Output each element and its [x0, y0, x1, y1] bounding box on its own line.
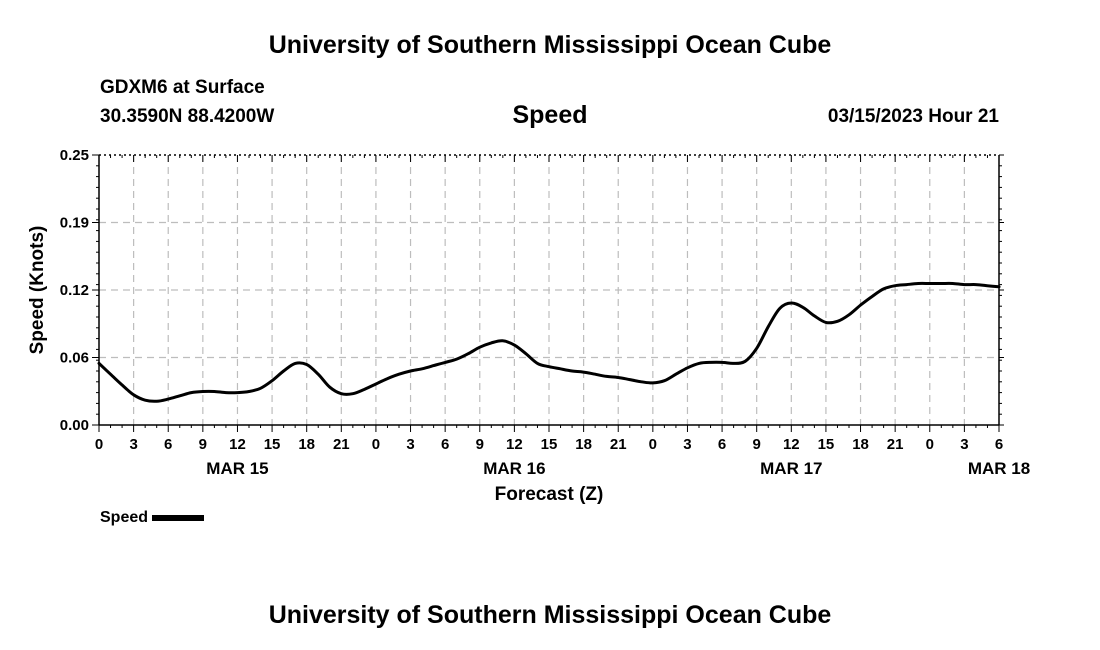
footer-title: University of Southern Mississippi Ocean… — [268, 601, 832, 629]
location-label: 30.3590N 88.4200W — [100, 106, 275, 127]
x-tick-label: 6 — [441, 436, 449, 453]
station-label: GDXM6 at Surface — [100, 77, 265, 98]
page-title: University of Southern Mississippi Ocean… — [268, 31, 832, 59]
datetime-label: 03/15/2023 Hour 21 — [827, 106, 999, 127]
x-tick-label: 12 — [506, 436, 523, 453]
x-tick-label: 3 — [406, 436, 414, 453]
x-axis-title: Forecast (Z) — [495, 484, 604, 505]
x-tick-label: 21 — [610, 436, 627, 453]
date-label: MAR 17 — [760, 459, 822, 478]
legend: Speed — [100, 509, 205, 527]
x-tick-label: 18 — [298, 436, 315, 453]
x-tick-label: 0 — [926, 436, 934, 453]
legend-line-swatch — [152, 514, 205, 521]
x-tick-label: 12 — [229, 436, 246, 453]
y-tick-label: 0.12 — [60, 282, 89, 299]
speed-series-line — [97, 281, 1001, 403]
x-tick-label: 21 — [333, 436, 350, 453]
x-tick-label: 15 — [541, 436, 558, 453]
legend-label: Speed — [100, 509, 149, 526]
x-tick-label: 9 — [199, 436, 207, 453]
x-tick-label: 0 — [649, 436, 657, 453]
x-tick-label: 3 — [129, 436, 137, 453]
x-tick-label: 12 — [783, 436, 800, 453]
y-axis-title: Speed (Knots) — [27, 226, 48, 355]
y-tick-label: 0.19 — [60, 215, 89, 232]
x-tick-label: 15 — [264, 436, 281, 453]
date-label: MAR 16 — [483, 459, 545, 478]
date-label: MAR 15 — [206, 459, 268, 478]
x-tick-label: 6 — [995, 436, 1003, 453]
x-tick-label: 9 — [476, 436, 484, 453]
x-tick-label: 6 — [164, 436, 172, 453]
x-tick-label: 3 — [683, 436, 691, 453]
x-tick-label: 6 — [718, 436, 726, 453]
x-tick-label: 3 — [960, 436, 968, 453]
date-label: MAR 18 — [968, 459, 1030, 478]
x-tick-label: 15 — [818, 436, 835, 453]
x-tick-label: 0 — [372, 436, 380, 453]
x-tick-label: 18 — [575, 436, 592, 453]
y-tick-label: 0.06 — [60, 350, 89, 367]
x-tick-label: 21 — [887, 436, 904, 453]
y-tick-label: 0.00 — [60, 417, 89, 434]
x-tick-label: 18 — [852, 436, 869, 453]
y-tick-label: 0.25 — [60, 147, 89, 164]
x-tick-label: 0 — [95, 436, 103, 453]
speed-chart: 0 3 6 9 12 15 18 21 0 3 6 9 12 15 18 21 0 3 6 9 12 15 18 21 0 3 6 0… — [27, 147, 1030, 505]
chart-title: Speed — [512, 101, 588, 129]
x-tick-label: 9 — [753, 436, 761, 453]
